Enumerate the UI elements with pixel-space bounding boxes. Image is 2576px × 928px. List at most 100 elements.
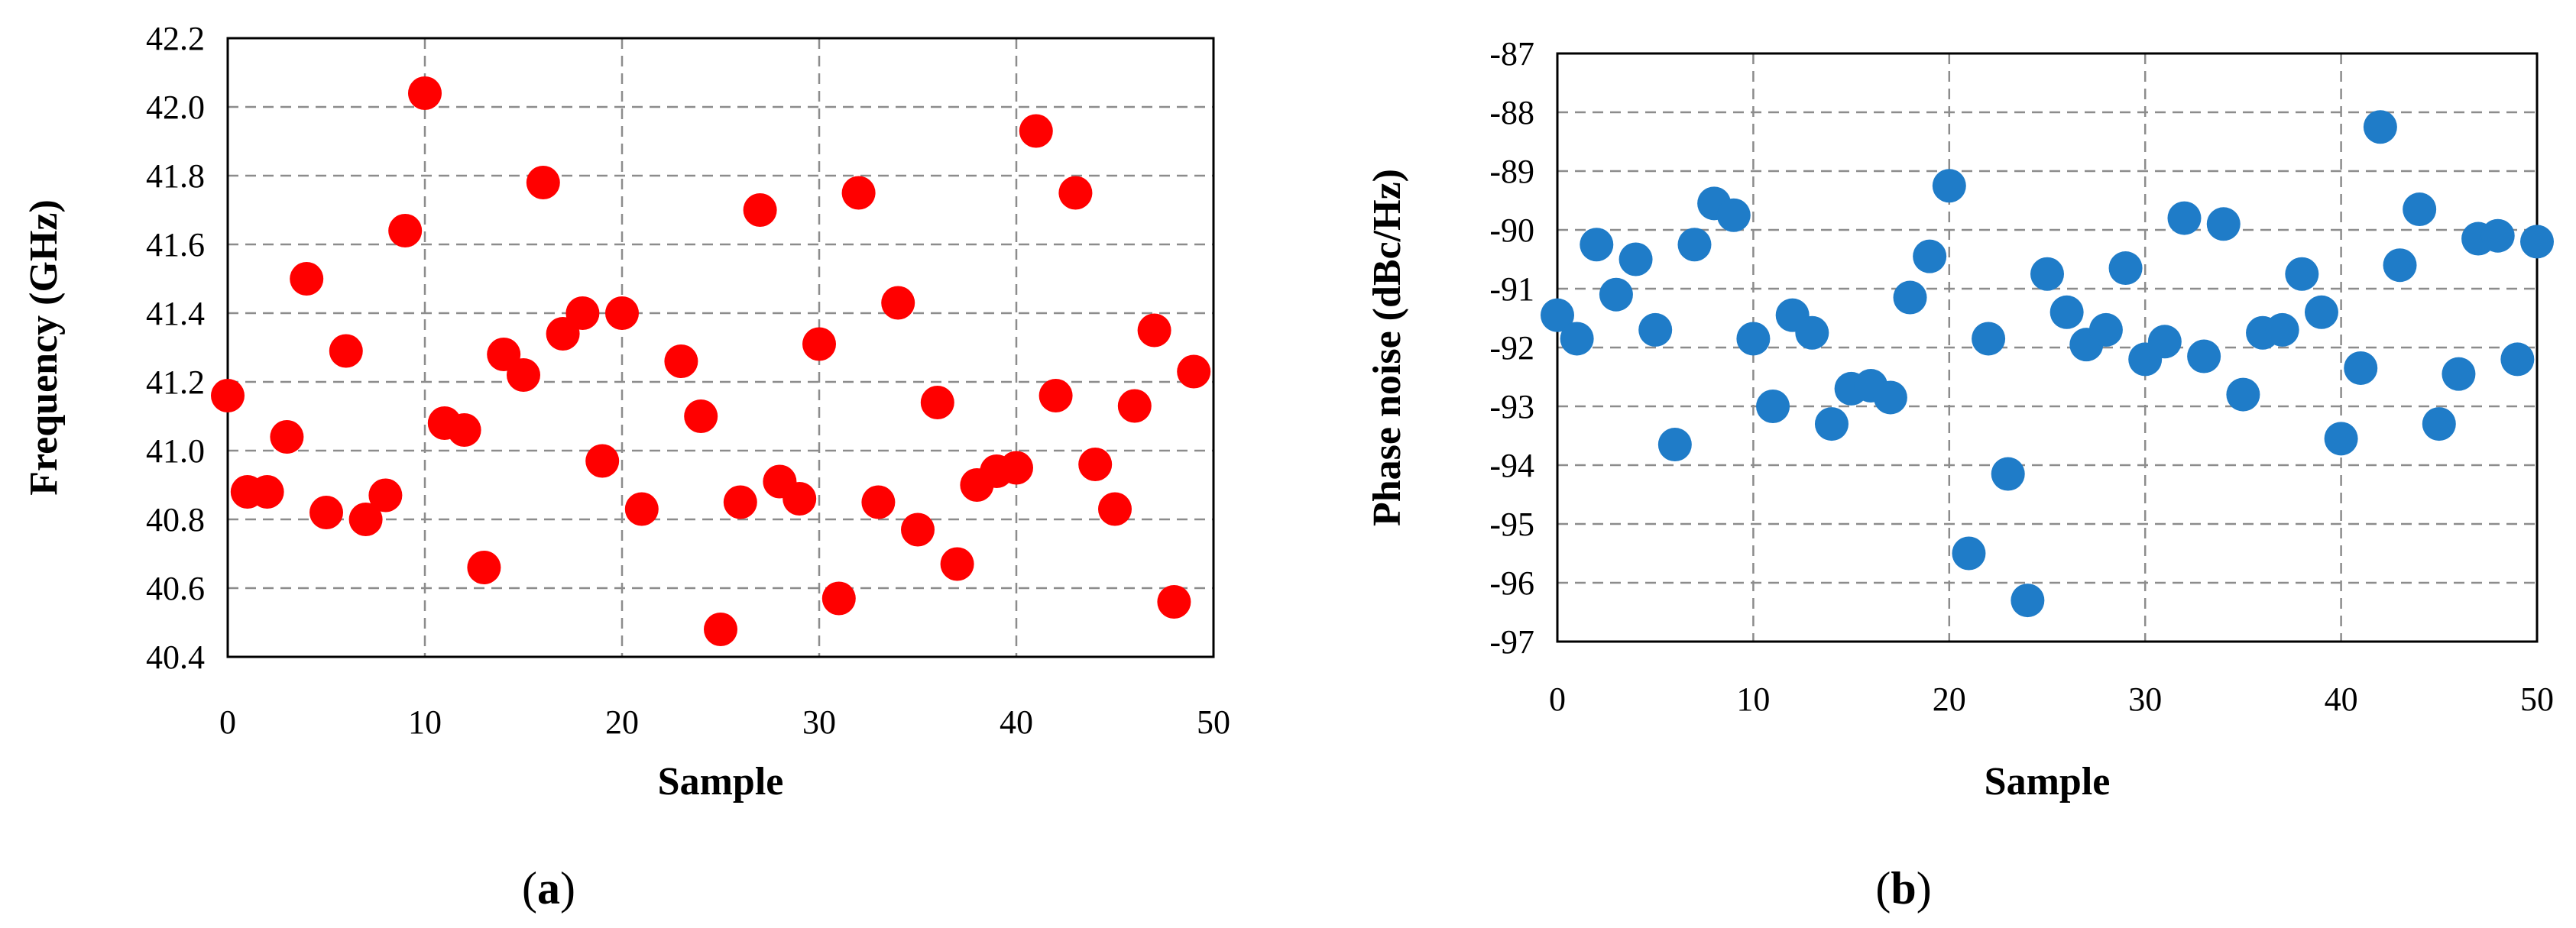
y-tick-label: 41.6 [146,226,205,264]
panel-label-b: (b) [1875,863,1931,913]
y-tick-label: -97 [1489,623,1534,661]
y-tick-label: -87 [1489,35,1534,73]
data-point [1972,322,2006,356]
data-point [507,358,540,392]
data-point [901,513,935,547]
x-tick-label: 50 [1197,703,1230,741]
data-point [2324,422,2358,456]
data-point [585,444,620,478]
plot-area-frame [1556,52,2539,643]
data-point [802,327,836,361]
data-point [940,547,974,581]
y-tick-label: -89 [1489,153,1534,190]
x-tick-label: 30 [2128,681,2162,718]
data-point [1795,315,1829,350]
data-point [783,482,817,516]
panel-label-close: ) [560,863,575,913]
data-point [1599,277,1633,312]
data-point [290,262,324,296]
panel-label-open: ( [1875,863,1891,913]
data-point [624,492,659,526]
data-point [2049,295,2084,329]
frequency-scatter-chart: 0 10 20 30 40 50 40.4 40.6 40.8 41.0 41.2 41.4 41.6… [22,20,1230,804]
x-tick-label: 50 [2520,681,2554,718]
data-point [1177,354,1211,389]
y-tick-label: -94 [1489,447,1534,484]
data-point [2030,257,2064,291]
data-point [1991,457,2025,491]
y-tick-label: -91 [1489,270,1534,308]
y-tick-label: 41.0 [146,432,205,470]
data-point [704,613,737,646]
y-tick-label: -93 [1489,388,1534,425]
data-point [1893,280,1927,315]
data-point [1039,379,1073,412]
data-point [329,334,363,368]
y-tick-label: 42.0 [146,89,205,126]
data-point [1814,407,1849,441]
data-point [2480,218,2515,253]
x-tick-label: 20 [1933,681,1966,718]
y-tick-label: 40.4 [146,639,205,676]
panel-label-open: ( [522,863,537,913]
y-tick-label: 41.8 [146,157,205,195]
data-point [526,166,560,199]
x-tick-label: 0 [1549,681,1566,718]
data-point [1657,428,1692,462]
data-point [1619,242,1653,276]
x-tick-label: 0 [219,703,236,741]
data-point [2108,251,2143,286]
data-point [1078,448,1113,481]
data-point [1952,536,1986,571]
data-point [565,296,600,330]
x-tick-label: 20 [605,703,639,741]
data-point [1541,298,1574,332]
plot-area-frame [226,37,1215,658]
data-point [920,386,954,419]
data-point [1873,380,1907,415]
y-tick-label: -96 [1489,564,1534,602]
data-point [1560,322,1594,356]
panel-label-letter: a [537,863,560,913]
data-point [2344,351,2378,385]
data-point [2383,248,2417,283]
data-point [1638,312,1673,347]
x-tick-label: 10 [408,703,442,741]
data-point [1098,492,1132,526]
x-tick-label: 40 [1000,703,1033,741]
data-point [408,76,442,110]
data-point [2422,407,2456,441]
data-point [1736,322,1771,356]
data-point [1932,169,1966,203]
y-tick-label: 41.4 [146,295,205,332]
data-point [348,503,383,536]
y-tick-label: 42.2 [146,20,205,57]
x-tick-label: 10 [1736,681,1770,718]
data-point [2088,312,2123,347]
data-point [467,551,501,584]
y-tick-label: -95 [1489,506,1534,543]
data-point [2147,325,2182,359]
data-point [2011,584,2045,618]
data-point [605,296,639,330]
data-point [684,399,718,433]
data-point [1137,313,1171,348]
y-tick-label: 40.8 [146,501,205,538]
data-point [2520,225,2554,259]
y-tick-label: 40.6 [146,570,205,607]
data-point [1000,451,1033,485]
data-point [1117,389,1152,423]
data-point [664,344,698,378]
data-point [723,485,757,519]
x-axis-title: Sample [1985,760,2111,804]
y-tick-label: -92 [1489,329,1534,367]
data-point [821,581,856,616]
y-tick-label: -90 [1489,212,1534,249]
data-point [1677,228,1712,262]
panel-label-a: (a) [522,863,575,913]
data-point [1580,228,1614,262]
data-point [743,193,777,227]
x-tick-label: 30 [802,703,836,741]
data-point [309,496,343,529]
